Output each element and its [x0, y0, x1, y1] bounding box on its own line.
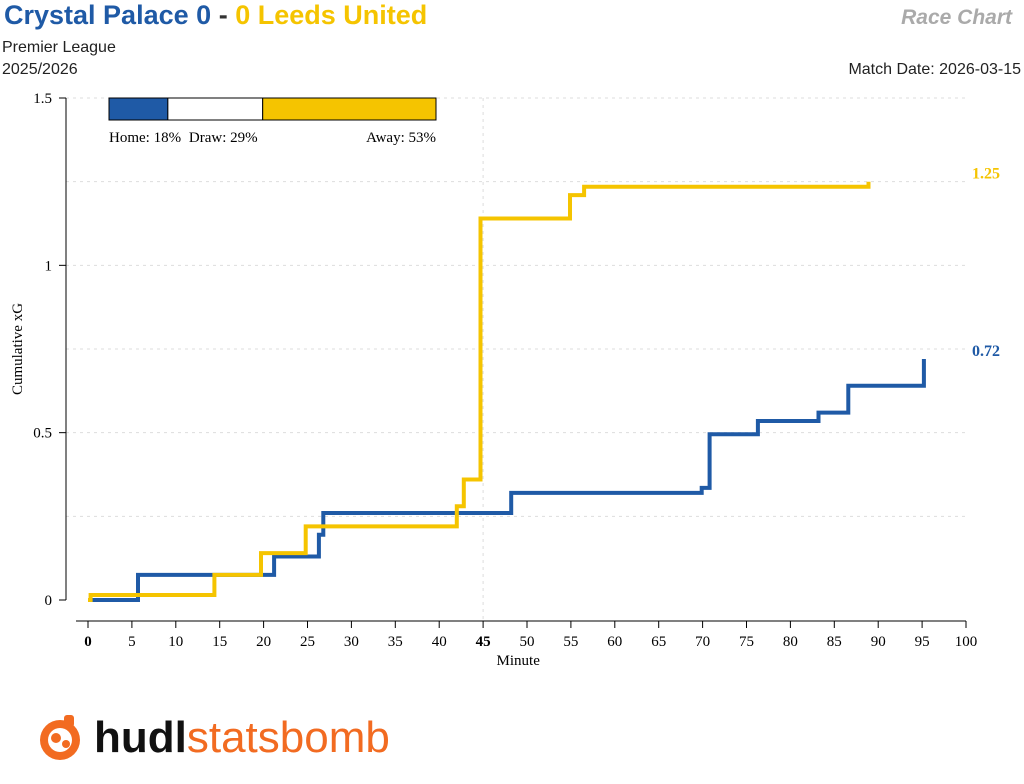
- series-line-home: [88, 359, 926, 602]
- x-tick-label: 5: [128, 634, 136, 650]
- series-end-label-home: 0.72: [972, 343, 1000, 360]
- away-score: 0: [235, 0, 251, 30]
- logo-wordmark: hudlstatsbomb: [94, 708, 390, 768]
- win-probability-bar: Home: 18% Draw: 29% Away: 53%: [108, 97, 437, 146]
- logo-word-hudl: hudl: [94, 713, 187, 762]
- y-tick-label: 1: [45, 258, 53, 274]
- x-tick-label: 95: [915, 634, 930, 650]
- chart-axes: 0 0.5 1 1.5 Cumulative xG 0 5 10 15 20 25 30 35 40 45 5…: [10, 91, 977, 669]
- x-tick-label: 100: [955, 634, 978, 650]
- home-team-name: Crystal Palace: [4, 0, 189, 30]
- home-score: 0: [196, 0, 212, 30]
- y-axis-title: Cumulative xG: [10, 303, 26, 395]
- chart-type-label: Race Chart: [901, 6, 1012, 29]
- score-separator: -: [218, 0, 228, 30]
- chart-grid: [66, 97, 966, 620]
- competition-name: Premier League: [2, 39, 116, 56]
- win-prob-home-label: Home: 18%: [109, 130, 181, 146]
- season-label: 2025/2026: [2, 61, 78, 78]
- x-tick-label: 65: [651, 634, 666, 650]
- series-end-label-away: 1.25: [972, 166, 1000, 183]
- away-team-name: Leeds United: [257, 0, 428, 30]
- x-tick-label: 10: [168, 634, 183, 650]
- hudl-statsbomb-logo: hudlstatsbomb: [36, 708, 390, 768]
- x-tick-label: 60: [607, 634, 622, 650]
- x-tick-label: 25: [300, 634, 315, 650]
- header-title: Crystal Palace 0 - 0 Leeds United: [4, 0, 427, 31]
- win-prob-draw-label: Draw: 29%: [189, 130, 258, 146]
- y-tick-label: 0: [45, 593, 53, 609]
- x-tick-label: 80: [783, 634, 798, 650]
- x-tick-label: 75: [739, 634, 754, 650]
- x-tick-label: 50: [520, 634, 535, 650]
- race-chart: 0 0.5 1 1.5 Cumulative xG 0 5 10 15 20 25 30 35 40 45 5…: [10, 91, 1000, 669]
- logo-word-statsbomb: statsbomb: [186, 713, 390, 762]
- x-tick-label: 30: [344, 634, 359, 650]
- win-prob-draw-segment: [167, 97, 264, 121]
- x-tick-label: 55: [563, 634, 578, 650]
- x-tick-label: 45: [476, 634, 491, 650]
- x-tick-label: 15: [212, 634, 227, 650]
- x-tick-label: 85: [827, 634, 842, 650]
- x-axis-title: Minute: [497, 653, 541, 669]
- win-prob-home-segment: [108, 97, 169, 121]
- chart-series: 0.72 1.25: [88, 166, 1000, 602]
- y-tick-label: 0.5: [33, 426, 52, 442]
- win-prob-away-segment: [262, 97, 437, 121]
- x-tick-label: 35: [388, 634, 403, 650]
- x-tick-label: 90: [871, 634, 886, 650]
- x-tick-label: 20: [256, 634, 271, 650]
- x-tick-label: 70: [695, 634, 710, 650]
- x-tick-label: 0: [84, 634, 92, 650]
- statsbomb-logo-icon: [40, 715, 80, 760]
- series-line-away: [88, 181, 871, 602]
- x-tick-label: 40: [432, 634, 447, 650]
- y-tick-label: 1.5: [33, 91, 52, 107]
- win-prob-away-label: Away: 53%: [366, 130, 436, 146]
- match-date: Match Date: 2026-03-15: [848, 61, 1021, 78]
